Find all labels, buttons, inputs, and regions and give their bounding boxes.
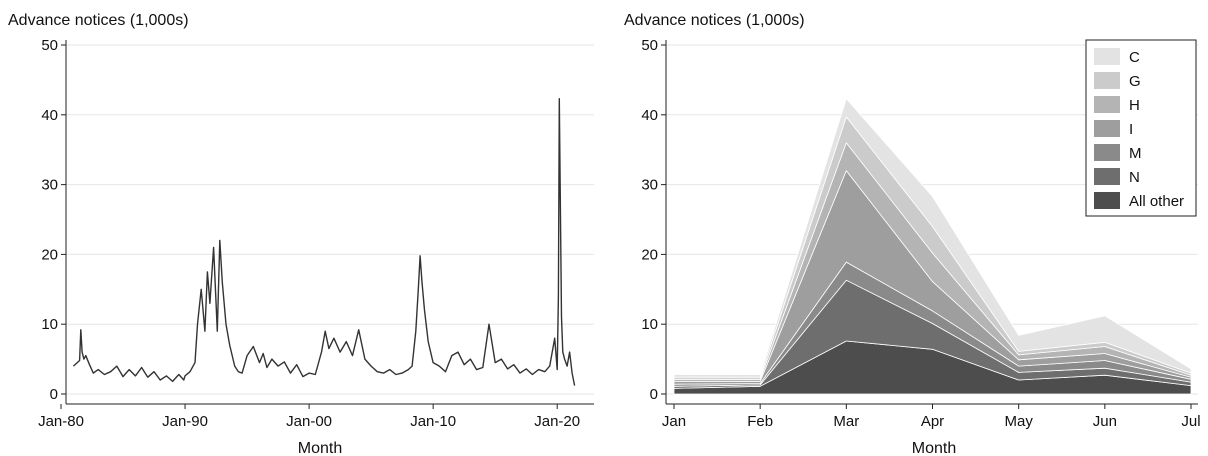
- y-tick-label: 10: [41, 316, 58, 333]
- area-series: [673, 98, 1192, 378]
- area-chart-x-axis-title: Month: [912, 440, 956, 456]
- y-tick-label: 50: [41, 37, 58, 54]
- legend-swatch: [1094, 192, 1120, 209]
- y-tick-label: 20: [41, 246, 58, 263]
- x-tick-label: Feb: [747, 413, 773, 430]
- x-tick-label: Jan-00: [286, 413, 332, 430]
- area-chart-panel: 0 10 20 30 40 50 Jan Feb Mar Apr May Jun Jul CGHIMN…: [624, 12, 1201, 456]
- x-tick-label: Jul: [1181, 413, 1200, 430]
- line-chart-y-axis-title: Advance notices (1,000s): [8, 12, 189, 29]
- line-chart-x-axis-title: Month: [298, 440, 342, 456]
- legend-swatch: [1094, 168, 1120, 185]
- x-tick-label: Jan-20: [534, 413, 580, 430]
- legend-label: I: [1129, 121, 1133, 138]
- area-chart-y-ticks: 0 10 20 30 40 50: [641, 37, 666, 403]
- series-line: [72, 98, 576, 386]
- legend-label: M: [1129, 145, 1142, 162]
- y-tick-label: 0: [650, 386, 658, 403]
- x-tick-label: Jan-90: [162, 413, 208, 430]
- y-tick-label: 50: [641, 37, 658, 54]
- x-tick-label: Jan-10: [410, 413, 456, 430]
- y-tick-label: 30: [41, 177, 58, 194]
- x-tick-label: Jun: [1093, 413, 1117, 430]
- line-chart-gridlines: [66, 44, 594, 395]
- y-tick-label: 0: [50, 386, 58, 403]
- legend-swatch: [1094, 144, 1120, 161]
- legend-swatch: [1094, 48, 1120, 65]
- y-tick-label: 30: [641, 177, 658, 194]
- legend-swatch: [1094, 72, 1120, 89]
- legend-label: G: [1129, 73, 1141, 90]
- legend-label: All other: [1129, 193, 1184, 210]
- y-tick-label: 40: [641, 107, 658, 124]
- x-tick-label: Mar: [833, 413, 859, 430]
- area-chart-plot: [673, 98, 1192, 395]
- line-chart-x-ticks: Jan-80 Jan-90 Jan-00 Jan-10 Jan-20: [38, 404, 580, 430]
- x-tick-label: Jan: [662, 413, 686, 430]
- legend-swatch: [1094, 96, 1120, 113]
- y-tick-label: 40: [41, 107, 58, 124]
- y-tick-label: 20: [641, 246, 658, 263]
- legend-label: C: [1129, 49, 1140, 66]
- legend-label: H: [1129, 97, 1140, 114]
- legend-swatch: [1094, 120, 1120, 137]
- line-chart-y-ticks: 0 10 20 30 40 50: [41, 37, 66, 403]
- area-chart-x-ticks: Jan Feb Mar Apr May Jun Jul: [662, 404, 1201, 430]
- x-tick-label: May: [1004, 413, 1033, 430]
- y-tick-label: 10: [641, 316, 658, 333]
- area-chart-y-axis-title: Advance notices (1,000s): [624, 12, 805, 29]
- x-tick-label: Apr: [921, 413, 944, 430]
- legend-label: N: [1129, 169, 1140, 186]
- x-tick-label: Jan-80: [38, 413, 84, 430]
- line-chart-plot: [72, 98, 576, 386]
